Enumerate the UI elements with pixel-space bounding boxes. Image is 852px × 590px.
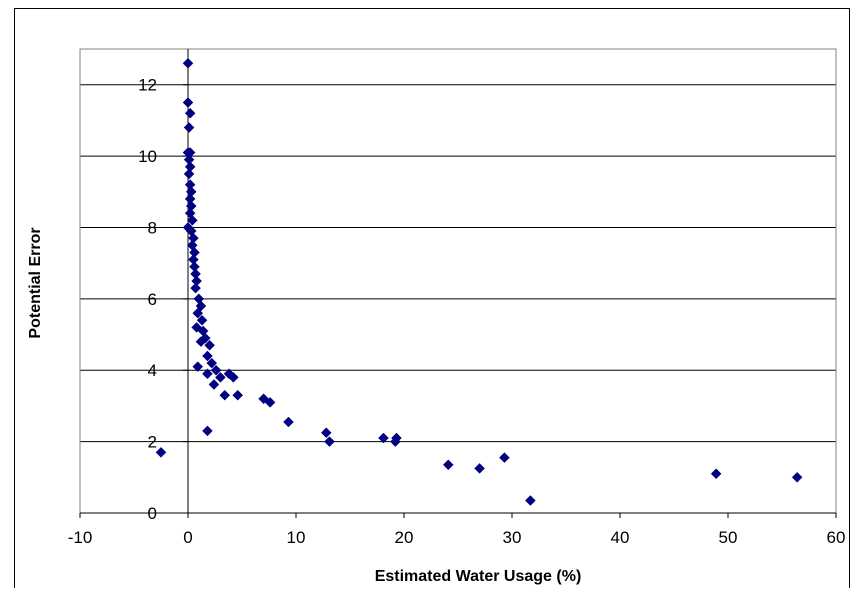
data-point	[710, 468, 722, 480]
data-point	[183, 122, 195, 133]
data-point	[320, 427, 332, 439]
data-point	[206, 357, 218, 369]
data-point	[219, 389, 231, 401]
data-point	[155, 446, 167, 458]
data-point	[184, 107, 196, 119]
data-point	[190, 282, 201, 294]
y-tick-label: 8	[148, 218, 157, 237]
data-point	[208, 379, 220, 390]
data-point	[196, 314, 208, 326]
data-point	[202, 425, 213, 437]
x-tick-label: 20	[395, 528, 414, 547]
x-tick-labels: -10 0 10 20 30 40 50 60	[68, 528, 846, 547]
data-point	[192, 307, 204, 319]
y-tick-label: 6	[148, 290, 157, 309]
x-tick-label: 60	[827, 528, 846, 547]
data-point	[210, 364, 222, 376]
data-point	[525, 495, 536, 506]
y-axis-title: Potential Error	[27, 227, 44, 338]
data-point	[499, 452, 510, 464]
data-point	[378, 432, 389, 444]
y-tick-label: 2	[148, 433, 157, 452]
x-tick-label: 10	[287, 528, 306, 547]
data-point	[195, 300, 207, 312]
y-tick-labels: 0 2 4 6 8 10 12	[138, 76, 157, 523]
data-point	[223, 368, 235, 380]
data-point	[442, 459, 454, 471]
data-point	[390, 436, 401, 447]
x-tick-label: -10	[68, 528, 93, 547]
data-point	[202, 350, 213, 362]
data-point	[195, 336, 207, 348]
x-tick-label: 30	[503, 528, 522, 547]
y-tick-label: 12	[138, 76, 157, 95]
x-tick-label: 0	[183, 528, 192, 547]
data-point	[186, 214, 198, 226]
data-point	[791, 471, 803, 483]
x-axis-title: Estimated Water Usage (%)	[375, 568, 582, 585]
data-point	[182, 57, 194, 69]
data-point	[232, 389, 244, 401]
data-point	[202, 368, 213, 380]
data-points	[155, 57, 803, 506]
x-tick-label: 50	[719, 528, 738, 547]
data-point	[324, 436, 335, 447]
x-tick-label: 40	[611, 528, 630, 547]
data-point	[283, 416, 294, 428]
y-tick-label: 0	[148, 504, 157, 523]
data-point	[474, 463, 485, 474]
data-point	[183, 168, 195, 180]
y-tick-label: 4	[148, 361, 157, 380]
axes	[79, 49, 837, 518]
data-point	[215, 372, 226, 383]
data-point	[264, 397, 276, 408]
chart-frame	[14, 8, 850, 588]
data-point	[192, 361, 204, 373]
data-point	[182, 97, 194, 108]
data-point	[204, 339, 215, 351]
y-tick-label: 10	[138, 147, 157, 166]
